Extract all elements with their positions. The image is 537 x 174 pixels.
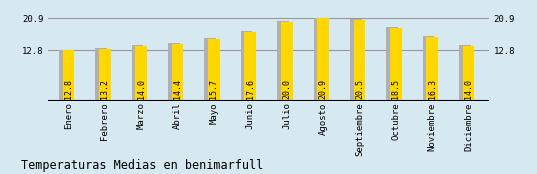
Bar: [281, 22, 293, 101]
Bar: [350, 19, 361, 101]
Bar: [95, 48, 107, 101]
Bar: [459, 45, 471, 101]
Bar: [135, 46, 147, 101]
Bar: [387, 27, 398, 101]
Text: 20.9: 20.9: [318, 79, 328, 99]
Text: 20.0: 20.0: [282, 79, 291, 99]
Bar: [317, 18, 329, 101]
Bar: [99, 49, 111, 101]
Bar: [208, 39, 220, 101]
Bar: [205, 38, 216, 101]
Text: 15.7: 15.7: [209, 79, 219, 99]
Text: 12.8: 12.8: [64, 79, 73, 99]
Bar: [62, 50, 74, 101]
Text: 14.4: 14.4: [173, 79, 182, 99]
Bar: [423, 36, 434, 101]
Bar: [244, 31, 256, 101]
Text: Temperaturas Medias en benimarfull: Temperaturas Medias en benimarfull: [21, 159, 264, 172]
Bar: [241, 31, 252, 101]
Text: 20.5: 20.5: [355, 79, 364, 99]
Bar: [132, 45, 143, 101]
Text: 14.0: 14.0: [464, 79, 473, 99]
Bar: [426, 37, 438, 101]
Bar: [59, 50, 70, 101]
Bar: [168, 44, 180, 101]
Bar: [390, 28, 402, 101]
Text: 14.0: 14.0: [136, 79, 146, 99]
Bar: [172, 44, 183, 101]
Text: 16.3: 16.3: [428, 79, 437, 99]
Text: 18.5: 18.5: [391, 79, 401, 99]
Bar: [463, 46, 475, 101]
Bar: [277, 21, 289, 101]
Text: 13.2: 13.2: [100, 79, 109, 99]
Bar: [314, 18, 325, 101]
Text: 17.6: 17.6: [246, 79, 255, 99]
Bar: [354, 20, 365, 101]
